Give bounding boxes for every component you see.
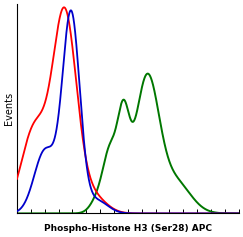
- Y-axis label: Events: Events: [4, 92, 14, 125]
- X-axis label: Phospho-Histone H3 (Ser28) APC: Phospho-Histone H3 (Ser28) APC: [44, 224, 212, 233]
